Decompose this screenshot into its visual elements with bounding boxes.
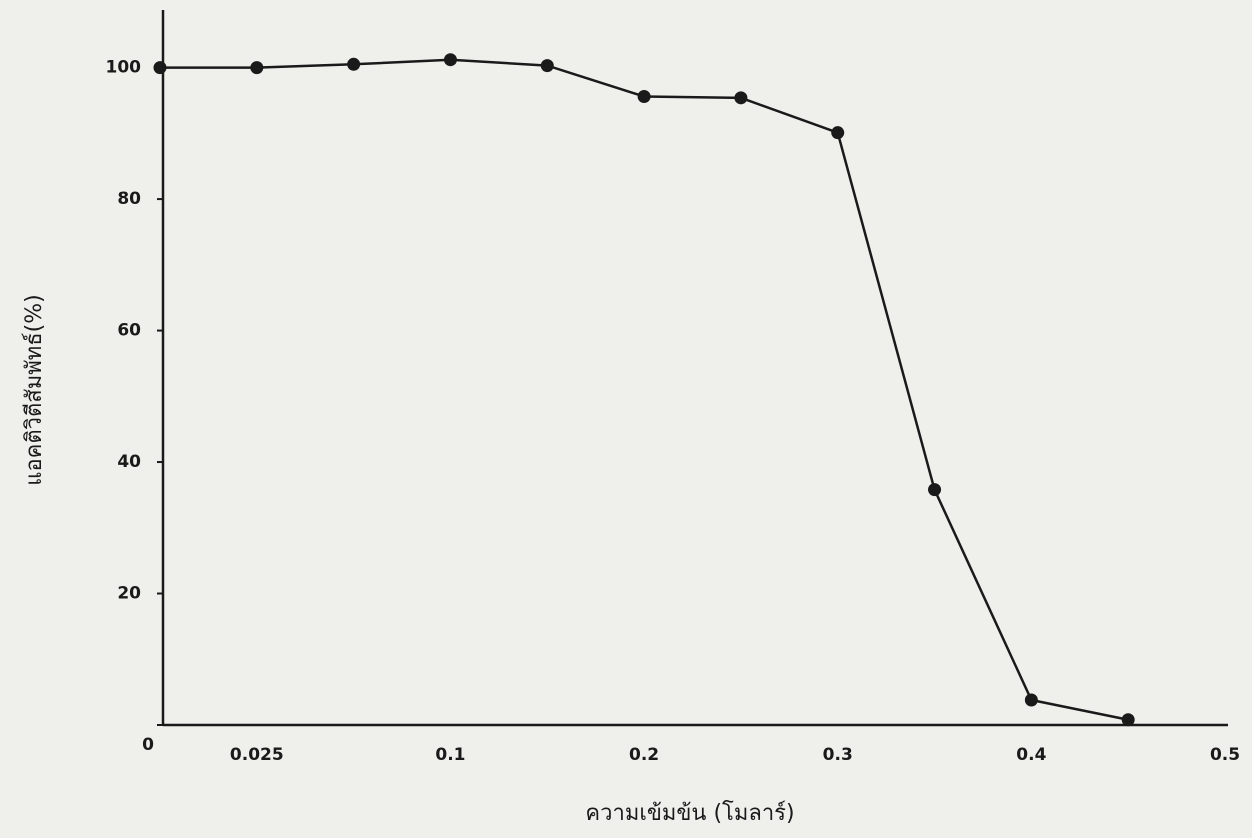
x-axis-title: ความเข้มข้น (โมลาร์) xyxy=(585,800,794,826)
data-point xyxy=(1024,693,1038,707)
data-point xyxy=(637,90,651,104)
data-point xyxy=(831,126,845,140)
data-point xyxy=(250,61,264,75)
y-axis-title: แอคติวิตีสัมพัทธ์(%) xyxy=(22,294,47,485)
x-tick-label: 0.4 xyxy=(1016,745,1046,765)
y-tick-label: 80 xyxy=(117,189,141,209)
data-point xyxy=(734,91,748,105)
y-tick-label: 60 xyxy=(117,321,141,341)
data-point xyxy=(347,57,361,71)
data-point xyxy=(1121,713,1135,727)
x-tick-label: 0.025 xyxy=(230,745,284,765)
data-point xyxy=(928,483,942,497)
data-point xyxy=(153,61,167,75)
data-point xyxy=(443,53,457,67)
data-point xyxy=(540,59,554,73)
x-tick-label: 0.5 xyxy=(1210,745,1240,765)
y-tick-label: 20 xyxy=(117,584,141,604)
x-tick-label: 0.2 xyxy=(629,745,659,765)
x-tick-label: 0.1 xyxy=(435,745,465,765)
x-tick-label: 0.3 xyxy=(823,745,853,765)
y-tick-label: 100 xyxy=(106,58,142,78)
y-tick-label: 40 xyxy=(117,452,141,472)
y-tick-label: 0 xyxy=(142,735,154,755)
